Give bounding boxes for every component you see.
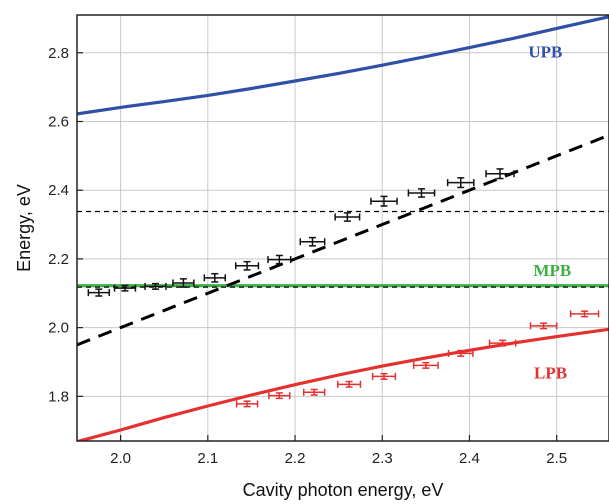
data-point [303,388,326,396]
y-tick-label: 1.8 [48,388,69,405]
data-point [268,392,291,400]
y-tick-label: 2.6 [48,114,69,131]
data-point [334,212,361,222]
data-point [371,372,397,380]
plot-background [77,15,609,441]
data-point [412,361,439,369]
data-point [144,282,167,290]
data-point [569,310,600,318]
x-tick-label: 2.3 [372,450,393,467]
upb-curve [77,15,609,116]
grid [77,15,609,441]
data-point [235,400,259,408]
x-tick-label: 2.4 [459,450,480,467]
black-data-series [87,168,515,297]
y-tick-label: 2.0 [48,320,69,337]
y-axis-label: Energy, eV [14,184,34,272]
x-axis-label: Cavity photon energy, eV [243,480,444,500]
annotations: UPB MPB LPB [528,42,571,382]
data-point [234,260,260,271]
data-point [267,254,292,265]
data-point [299,236,326,247]
data-point [113,284,137,292]
x-tick-label: 2.2 [285,450,306,467]
x-tick-label: 2.5 [546,450,567,467]
plot-frame [76,14,609,442]
data-point [446,177,475,189]
ticks: 2.0 2.1 2.2 2.3 2.4 2.5 1.8 2.0 2.2 2.4 2.6 2.8 [48,45,567,467]
data-point [447,349,474,357]
data-point [488,339,517,347]
red-data-series [235,310,600,408]
y-tick-label: 2.2 [48,251,69,268]
long-dash-line [77,133,609,347]
y-tick-label: 2.4 [48,182,69,199]
data-point [485,168,515,180]
data-point [203,272,227,283]
y-tick-label: 2.8 [48,45,69,62]
data-point [337,380,362,388]
data-point [370,195,398,207]
data-point [407,188,436,198]
data-points [87,168,600,408]
data-point [87,288,111,297]
upb-label: UPB [528,42,562,61]
x-tick-label: 2.1 [197,450,218,467]
data-point [172,278,195,288]
lpb-label: LPB [534,363,567,382]
mpb-label: MPB [533,261,571,280]
data-point [529,322,558,330]
x-tick-label: 2.0 [110,450,131,467]
